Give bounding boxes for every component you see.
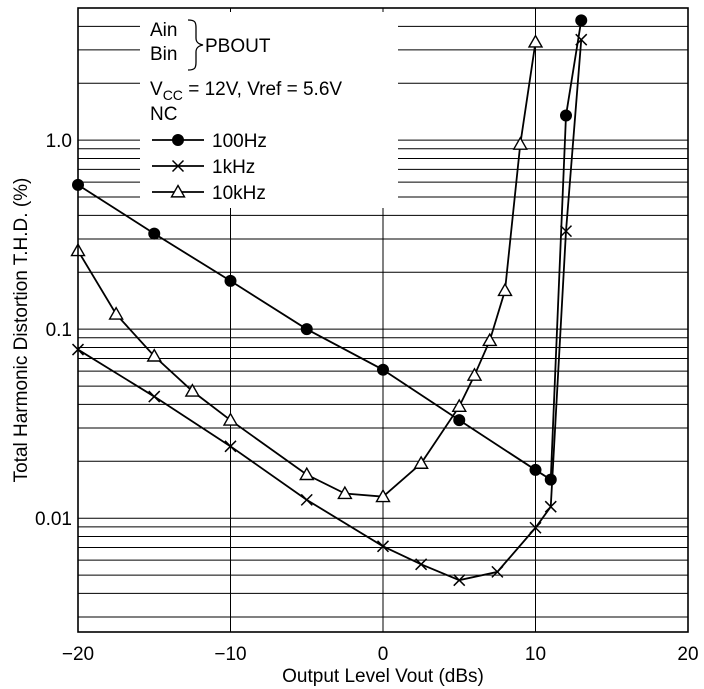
x-tick-label: −10	[214, 644, 246, 665]
data-point-cross	[300, 493, 313, 506]
series-1khz	[71, 33, 588, 587]
legend-entries: 100Hz 1kHz 10kHz	[152, 131, 267, 204]
data-point-cross	[544, 500, 557, 513]
data-point-triangle	[375, 488, 391, 503]
data-point-circle	[148, 227, 161, 240]
legend: Ain Bin PBOUT VCC = 12V, Vref = 5.6V NC …	[150, 19, 342, 204]
axis-ticks: −20 −10 0 10 20 0.01 0.1 1.0	[35, 131, 699, 665]
data-point-cross	[148, 390, 161, 403]
data-point-triangle	[527, 34, 544, 48]
vcc-symbol: V	[150, 79, 163, 100]
data-point-circle	[529, 463, 542, 476]
y-tick-label: 1.0	[46, 131, 72, 152]
x-tick-label: 0	[378, 644, 389, 665]
data-point-cross	[529, 521, 542, 534]
series-10khz	[70, 34, 544, 503]
data-point-triangle	[512, 136, 528, 150]
data-point-circle	[300, 323, 313, 336]
legend-label: 1kHz	[212, 157, 255, 178]
legend-background	[140, 12, 398, 208]
y-tick-label: 0.01	[35, 509, 72, 530]
data-point-cross	[376, 540, 390, 553]
x-tick-label: −20	[62, 644, 94, 665]
data-point-triangle	[222, 412, 239, 426]
data-point-cross	[491, 565, 504, 578]
data-point-triangle	[184, 383, 201, 397]
data-point-triangle	[146, 348, 162, 362]
condition-supply: VCC = 12V, Vref = 5.6V	[150, 79, 342, 103]
brace-icon	[187, 19, 204, 71]
x-tick-label: 20	[677, 644, 698, 665]
y-axis-title: Total Harmonic Distortion T.H.D. (%)	[11, 178, 32, 483]
x-axis-title: Output Level Vout (dBs)	[282, 666, 484, 687]
data-point-circle	[377, 363, 389, 376]
series-line	[77, 39, 583, 582]
data-point-cross	[559, 225, 573, 238]
data-point-triangle	[170, 184, 186, 198]
data-point-triangle	[497, 282, 513, 297]
y-tick-label: 0.1	[46, 320, 72, 341]
condition-bin: Bin	[150, 44, 177, 65]
data-point-triangle	[413, 455, 429, 469]
data-point-circle	[224, 274, 237, 287]
data-point-cross	[453, 574, 466, 587]
condition-output: PBOUT	[205, 36, 271, 57]
data-point-circle	[453, 414, 466, 427]
legend-entry-1khz: 1kHz	[152, 157, 255, 178]
data-point-circle	[560, 109, 572, 122]
data-point-cross	[415, 558, 428, 571]
condition-nc: NC	[150, 104, 177, 125]
vcc-rest: = 12V, Vref = 5.6V	[183, 79, 342, 100]
condition-ain: Ain	[150, 20, 177, 41]
data-point-triangle	[337, 485, 353, 500]
legend-entry-100hz: 100Hz	[152, 131, 267, 152]
legend-label: 10kHz	[212, 183, 266, 204]
data-point-triangle	[482, 332, 498, 347]
data-point-triangle	[466, 367, 483, 381]
data-point-cross	[224, 440, 237, 453]
data-point-circle	[575, 14, 588, 27]
data-point-cross	[171, 159, 185, 173]
legend-entry-10khz: 10kHz	[152, 183, 266, 204]
data-point-triangle	[451, 398, 467, 413]
plot-frame	[77, 7, 689, 633]
data-point-cross	[575, 33, 588, 46]
legend-label: 100Hz	[212, 131, 267, 152]
x-tick-label: 10	[525, 644, 546, 665]
data-point-circle	[172, 134, 184, 146]
data-point-triangle	[108, 306, 124, 320]
vcc-subscript: CC	[163, 87, 183, 103]
data-point-circle	[544, 473, 557, 486]
series-layer	[70, 14, 588, 587]
data-point-triangle	[299, 466, 315, 481]
series-line	[77, 20, 583, 482]
